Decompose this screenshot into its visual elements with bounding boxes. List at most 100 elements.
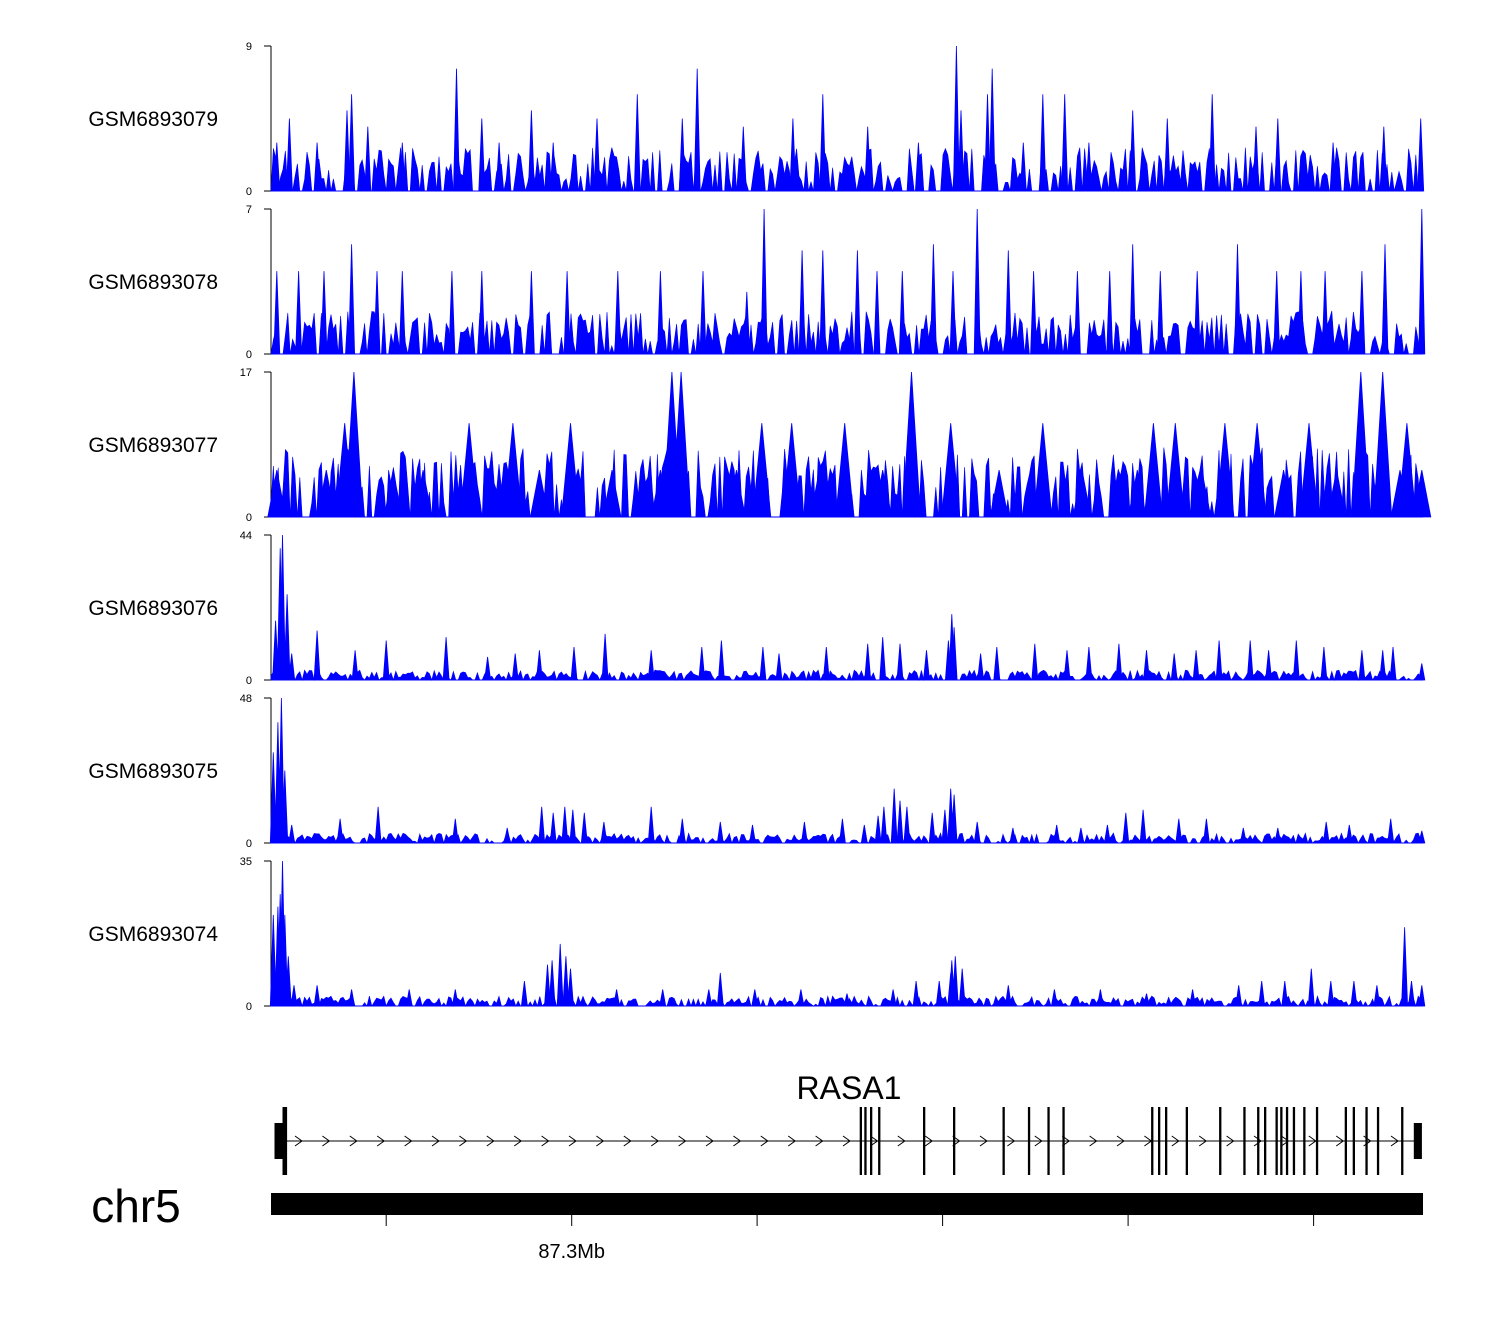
exon bbox=[1151, 1107, 1154, 1175]
coverage-peak bbox=[1163, 118, 1171, 192]
coverage-peak bbox=[538, 806, 546, 844]
coverage-peak bbox=[1175, 818, 1183, 844]
axis-tick-label: 87.3Mb bbox=[538, 1241, 605, 1263]
strand-arrow bbox=[486, 1135, 495, 1147]
coverage-peak bbox=[614, 271, 622, 355]
coverage-peak bbox=[1389, 646, 1397, 681]
y-axis-min-label: 0 bbox=[246, 512, 252, 524]
exon bbox=[1315, 1107, 1319, 1175]
coverage-peak bbox=[912, 981, 920, 1007]
coverage-area bbox=[270, 310, 1424, 355]
track-label: GSM6893077 bbox=[88, 434, 218, 457]
coverage-peak bbox=[1327, 981, 1335, 1007]
coverage-peak bbox=[442, 637, 450, 681]
coverage-peak bbox=[1252, 126, 1260, 192]
exon bbox=[1365, 1107, 1368, 1175]
coverage-peak bbox=[699, 271, 707, 355]
coverage-peak bbox=[903, 806, 911, 844]
exon bbox=[282, 1107, 288, 1175]
exon bbox=[1401, 1107, 1404, 1175]
y-axis-max-label: 48 bbox=[240, 693, 252, 705]
strand-arrow bbox=[1226, 1135, 1235, 1147]
coverage-peak bbox=[1381, 244, 1389, 355]
coverage-peak bbox=[1050, 989, 1058, 1007]
coverage-peak bbox=[1202, 818, 1210, 844]
coverage-peak bbox=[941, 809, 949, 844]
track-GSM6893074: GSM6893074 35 0 bbox=[88, 856, 1426, 1013]
strand-arrow bbox=[842, 1135, 851, 1147]
coverage-peak bbox=[977, 653, 985, 681]
coverage-peak bbox=[751, 989, 759, 1007]
coverage-area bbox=[270, 832, 1424, 845]
coverage-peak bbox=[993, 646, 1001, 681]
strand-arrow bbox=[815, 1135, 824, 1147]
coverage-peak bbox=[1281, 981, 1289, 1007]
coverage-peak bbox=[1292, 640, 1300, 681]
coverage-peak bbox=[374, 806, 382, 844]
coverage-peak bbox=[890, 788, 898, 844]
coverage-peak bbox=[1096, 989, 1104, 1007]
coverage-peak bbox=[290, 985, 298, 1007]
coverage-peak bbox=[1274, 827, 1282, 844]
exon bbox=[274, 1123, 285, 1159]
coverage-peak bbox=[1143, 650, 1150, 681]
strand-arrow bbox=[1171, 1135, 1180, 1147]
coverage-peak bbox=[1063, 650, 1071, 681]
coverage-peak bbox=[1351, 371, 1371, 518]
coverage-peak bbox=[570, 646, 578, 681]
coverage-peak bbox=[503, 827, 511, 844]
exon bbox=[1352, 1107, 1355, 1175]
track-label: GSM6893075 bbox=[88, 760, 218, 783]
coverage-peak bbox=[1373, 985, 1381, 1007]
coverage-peak bbox=[1143, 423, 1163, 518]
coverage-peak bbox=[1265, 650, 1273, 681]
coverage-peak bbox=[902, 371, 921, 518]
strand-arrow bbox=[705, 1135, 714, 1147]
coverage-peak bbox=[1039, 94, 1047, 192]
strand-arrow bbox=[513, 1135, 523, 1147]
coverage-peak bbox=[1307, 968, 1315, 1007]
strand-arrow bbox=[787, 1135, 797, 1147]
coverage-peak bbox=[1358, 271, 1366, 355]
strand-arrow bbox=[1198, 1135, 1208, 1147]
coverage-peak bbox=[716, 972, 724, 1007]
coverage-peak bbox=[1085, 142, 1093, 192]
coverage-peak bbox=[1387, 818, 1395, 844]
coverage-peak bbox=[556, 943, 564, 1007]
coverage-peak bbox=[659, 989, 667, 1007]
coverage-peak bbox=[527, 110, 535, 192]
strand-arrow bbox=[376, 1135, 386, 1147]
y-axis-min-label: 0 bbox=[246, 675, 252, 687]
exon bbox=[1376, 1107, 1380, 1175]
coverage-peak bbox=[678, 118, 686, 192]
coverage-peak bbox=[1208, 94, 1216, 192]
coverage-peak bbox=[647, 650, 655, 681]
coverage-peak bbox=[935, 981, 943, 1007]
coverage-peak bbox=[1417, 118, 1425, 192]
coverage-peak bbox=[561, 806, 569, 844]
coverage-peak bbox=[656, 271, 664, 355]
strand-arrow bbox=[733, 1135, 742, 1147]
strand-arrow bbox=[979, 1135, 988, 1147]
coverage-peak bbox=[1122, 812, 1130, 844]
coverage-peak bbox=[716, 821, 724, 844]
strand-arrow bbox=[322, 1135, 331, 1147]
strand-arrow bbox=[870, 1135, 879, 1147]
coverage-peak bbox=[775, 653, 783, 681]
coverage-peak bbox=[1077, 827, 1085, 844]
coverage-peak bbox=[1234, 244, 1241, 355]
coverage-peak bbox=[1320, 646, 1328, 681]
coverage-peak bbox=[1170, 653, 1178, 681]
y-axis-min-label: 0 bbox=[246, 186, 252, 198]
coverage-peak bbox=[580, 812, 588, 844]
coverage-peak bbox=[633, 94, 641, 192]
coverage-peak bbox=[405, 989, 413, 1007]
strand-arrow bbox=[1253, 1135, 1262, 1147]
y-axis-max-label: 17 bbox=[240, 367, 252, 379]
exon bbox=[1165, 1107, 1168, 1175]
coverage-peak bbox=[1103, 824, 1111, 844]
coverage-peak bbox=[364, 126, 372, 192]
coverage-peak bbox=[320, 271, 328, 355]
coverage-peak bbox=[1239, 827, 1247, 844]
coverage-peak bbox=[1322, 821, 1330, 844]
